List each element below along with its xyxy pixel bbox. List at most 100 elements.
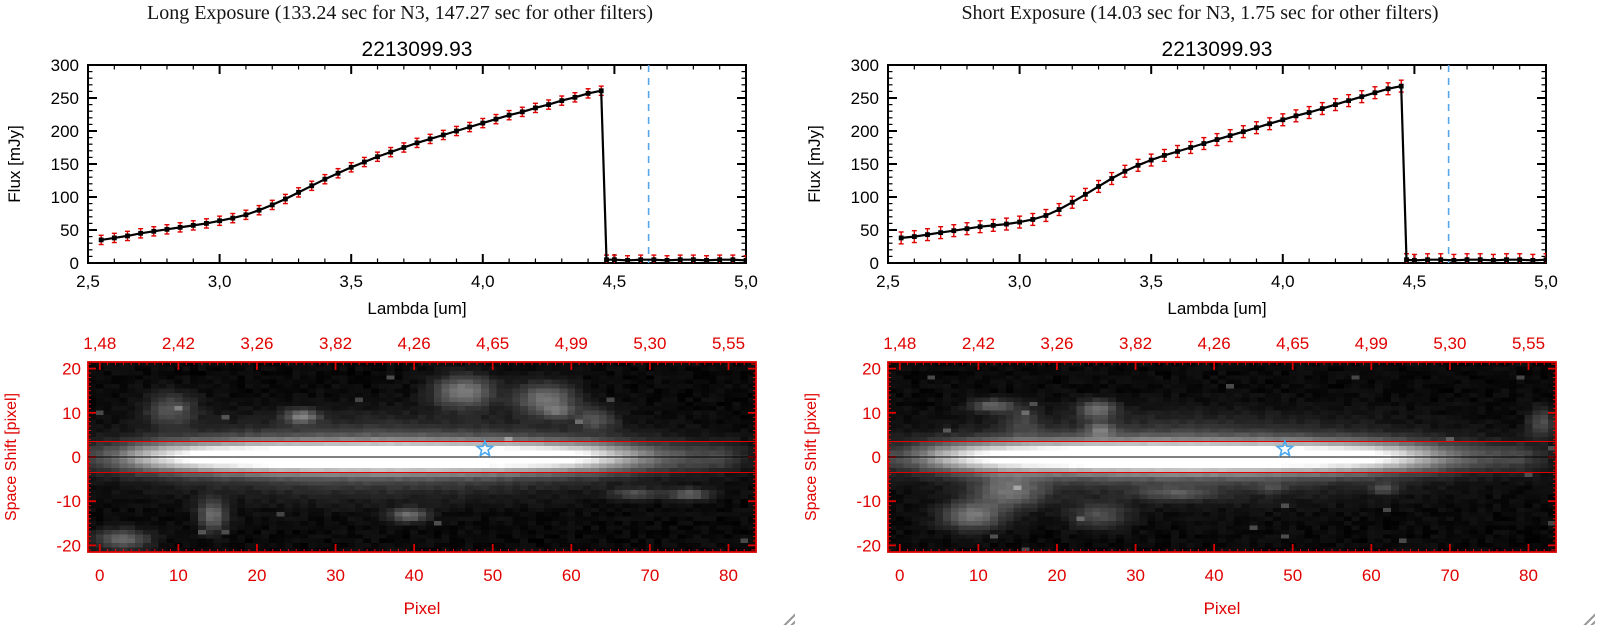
- svg-text:20: 20: [248, 566, 267, 585]
- svg-text:20: 20: [1048, 566, 1067, 585]
- space-shift-axis-label: Space Shift [pixel]: [3, 393, 20, 521]
- spectrum-data: [898, 79, 1546, 263]
- svg-text:300: 300: [851, 56, 879, 75]
- wavelength-top-label: 5,55: [712, 334, 745, 353]
- svg-text:60: 60: [562, 566, 581, 585]
- svg-text:4,0: 4,0: [471, 272, 495, 291]
- axis-labels: 2,5 3,0 3,5 4,0 4,5 5,0 0 50 100 150 200 250 300 Lamb…: [5, 56, 758, 318]
- svg-text:10: 10: [862, 404, 881, 423]
- svg-text:50: 50: [483, 566, 502, 585]
- wavelength-top-label: 4,26: [398, 334, 431, 353]
- svg-text:60: 60: [1362, 566, 1381, 585]
- svg-text:5,0: 5,0: [734, 272, 758, 291]
- svg-text:70: 70: [1440, 566, 1459, 585]
- y-axis-label: Flux [mJy]: [805, 125, 824, 202]
- flux-spectrum-plot: 2,5 3,0 3,5 4,0 4,5 5,0 0 50 100 150 200 250 300 Lamb…: [5, 38, 758, 318]
- image-axis-labels: 1,48 0 2,42 10 3,26 20 3,82 30 4,26 40 4,65 50 4,99 6…: [3, 334, 745, 618]
- wavelength-top-label: 4,99: [555, 334, 588, 353]
- svg-text:0: 0: [872, 448, 881, 467]
- svg-text:4,0: 4,0: [1271, 272, 1295, 291]
- panel-title-short: Short Exposure (14.03 sec for N3, 1.75 s…: [961, 2, 1439, 24]
- svg-text:250: 250: [851, 89, 879, 108]
- svg-text:150: 150: [851, 155, 879, 174]
- wavelength-top-label: 1,48: [83, 334, 116, 353]
- svg-text:-10: -10: [856, 492, 881, 511]
- pixel-axis-label: Pixel: [404, 599, 441, 618]
- svg-text:80: 80: [719, 566, 738, 585]
- flux-spectrum-chart-short: 2,5 3,0 3,5 4,0 4,5 5,0 0 50 100 150 200 250 300 Lamb…: [800, 30, 1600, 322]
- spectral-image-chart-short: 1,48 0 2,42 10 3,26 20 3,82 30 4,26 40 4,65 50 4,99 6…: [800, 322, 1600, 630]
- pixel-axis-label: Pixel: [1204, 599, 1241, 618]
- svg-text:10: 10: [969, 566, 988, 585]
- svg-text:0: 0: [70, 254, 79, 273]
- svg-text:0: 0: [870, 254, 879, 273]
- wavelength-top-label: 3,82: [319, 334, 352, 353]
- wavelength-top-label: 5,55: [1512, 334, 1545, 353]
- svg-text:4,5: 4,5: [603, 272, 627, 291]
- wavelength-top-label: 4,26: [1198, 334, 1231, 353]
- panel-title-long: Long Exposure (133.24 sec for N3, 147.27…: [147, 2, 653, 24]
- svg-text:30: 30: [1126, 566, 1145, 585]
- flux-spectrum-plot: 2,5 3,0 3,5 4,0 4,5 5,0 0 50 100 150 200 250 300 Lamb…: [805, 38, 1558, 318]
- wavelength-top-label: 3,82: [1119, 334, 1152, 353]
- svg-text:150: 150: [51, 155, 79, 174]
- image-axis-labels: 1,48 0 2,42 10 3,26 20 3,82 30 4,26 40 4,65 50 4,99 6…: [803, 334, 1545, 618]
- wavelength-top-label: 3,26: [240, 334, 273, 353]
- svg-text:10: 10: [169, 566, 188, 585]
- svg-text:0: 0: [895, 566, 904, 585]
- wavelength-top-label: 2,42: [962, 334, 995, 353]
- spectrum-markers: [898, 83, 1546, 263]
- svg-text:40: 40: [1205, 566, 1224, 585]
- svg-text:30: 30: [326, 566, 345, 585]
- plot-frame: [887, 64, 1547, 264]
- svg-text:70: 70: [640, 566, 659, 585]
- spectral-image-chart-long: 1,48 0 2,42 10 3,26 20 3,82 30 4,26 40 4,65 50 4,99 6…: [0, 322, 800, 630]
- svg-text:3,5: 3,5: [339, 272, 363, 291]
- plot-frame: [87, 64, 747, 264]
- svg-text:80: 80: [1519, 566, 1538, 585]
- wavelength-top-label: 5,30: [633, 334, 666, 353]
- svg-text:3,5: 3,5: [1139, 272, 1163, 291]
- svg-text:2,5: 2,5: [876, 272, 900, 291]
- svg-text:250: 250: [51, 89, 79, 108]
- svg-text:20: 20: [862, 360, 881, 379]
- svg-text:3,0: 3,0: [1008, 272, 1032, 291]
- svg-text:0: 0: [72, 448, 81, 467]
- svg-text:10: 10: [62, 404, 81, 423]
- panel-long-exposure: Long Exposure (133.24 sec for N3, 147.27…: [0, 2, 800, 630]
- axis-labels: 2,5 3,0 3,5 4,0 4,5 5,0 0 50 100 150 200 250 300 Lamb…: [805, 56, 1558, 318]
- flux-spectrum-chart-long: 2,5 3,0 3,5 4,0 4,5 5,0 0 50 100 150 200 250 300 Lamb…: [0, 30, 800, 322]
- wavelength-top-label: 4,99: [1355, 334, 1388, 353]
- svg-text:300: 300: [51, 56, 79, 75]
- axis-ticks: [87, 64, 747, 264]
- object-id-title: 2213099.93: [1162, 38, 1273, 61]
- svg-text:50: 50: [1283, 566, 1302, 585]
- star-icon: [1275, 438, 1295, 458]
- x-axis-label: Lambda [um]: [367, 299, 466, 318]
- wavelength-top-label: 3,26: [1040, 334, 1073, 353]
- y-axis-label: Flux [mJy]: [5, 125, 24, 202]
- x-axis-label: Lambda [um]: [1167, 299, 1266, 318]
- svg-text:200: 200: [51, 122, 79, 141]
- axis-ticks: [887, 64, 1547, 264]
- svg-text:4,5: 4,5: [1403, 272, 1427, 291]
- error-bars: [898, 79, 1546, 263]
- svg-text:-10: -10: [56, 492, 81, 511]
- svg-text:-20: -20: [56, 536, 81, 555]
- svg-text:100: 100: [851, 188, 879, 207]
- svg-text:100: 100: [51, 188, 79, 207]
- object-id-title: 2213099.93: [362, 38, 473, 61]
- spectrum-data: [98, 85, 746, 263]
- wavelength-top-label: 4,65: [1276, 334, 1309, 353]
- svg-text:2,5: 2,5: [76, 272, 100, 291]
- svg-text:50: 50: [860, 221, 879, 240]
- spectral-image-axes: 1,48 0 2,42 10 3,26 20 3,82 30 4,26 40 4,65 50 4,99 6…: [803, 334, 1557, 618]
- wavelength-top-label: 4,65: [476, 334, 509, 353]
- svg-text:20: 20: [62, 360, 81, 379]
- spectral-image-axes: 1,48 0 2,42 10 3,26 20 3,82 30 4,26 40 4,65 50 4,99 6…: [3, 334, 757, 618]
- svg-text:5,0: 5,0: [1534, 272, 1558, 291]
- space-shift-axis-label: Space Shift [pixel]: [803, 393, 820, 521]
- panel-short-exposure: Short Exposure (14.03 sec for N3, 1.75 s…: [800, 0, 1600, 630]
- svg-text:-20: -20: [856, 536, 881, 555]
- error-bars: [98, 85, 746, 263]
